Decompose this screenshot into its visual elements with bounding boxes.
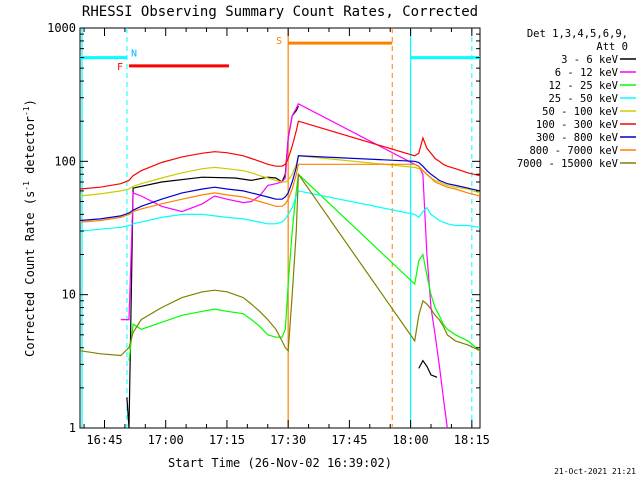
regions-layer: NF S <box>80 28 480 428</box>
series-line-0 <box>126 105 438 429</box>
legend-entry-label: 7000 - 15000 keV <box>517 158 619 170</box>
y-axis-label-mid: detector <box>23 116 37 181</box>
series-line-8 <box>79 172 481 357</box>
footer-timestamp: 21-Oct-2021 21:21 <box>554 467 636 476</box>
legend-entry-label: 6 - 12 keV <box>555 67 619 79</box>
plot-frame <box>79 27 481 429</box>
x-axis-label: Start Time (26-Nov-02 16:39:02) <box>168 456 392 470</box>
series-line-3 <box>79 190 481 232</box>
series-line-4 <box>79 155 481 197</box>
legend-entry-label: 3 - 6 keV <box>561 54 619 66</box>
legend-header-line-1: Det 1,3,4,5,6,9, <box>527 28 628 40</box>
y-axis-label-sup1: -1 <box>22 181 31 191</box>
y-axis-label: Corrected Count Rate (s-1 detector-1) <box>22 99 37 357</box>
series-line-5 <box>79 120 481 190</box>
y-axis-label-end: ) <box>23 99 37 106</box>
y-tick-label: 1 <box>69 421 76 435</box>
legend-header-line-2: Att 0 <box>596 41 628 53</box>
y-tick-label: 100 <box>54 154 76 168</box>
x-tick-label: 17:00 <box>148 433 184 447</box>
x-tick-label: 17:45 <box>331 433 367 447</box>
y-tick-label: 1000 <box>47 21 76 35</box>
y-axis-label-main: Corrected Count Rate (s <box>23 191 37 357</box>
y-axis: 1 10 100 1000 <box>47 21 480 435</box>
series-line-7 <box>79 163 481 223</box>
legend-entry-label: 12 - 25 keV <box>548 80 618 92</box>
x-tick-label: 17:15 <box>209 433 245 447</box>
y-axis-label-sup2: -1 <box>22 106 31 116</box>
region-label-s: S <box>276 36 282 47</box>
x-tick-label: 16:45 <box>86 433 122 447</box>
legend-entry-label: 50 - 100 keV <box>542 106 619 118</box>
legend-entry-label: 300 - 800 keV <box>536 132 619 144</box>
region-label-f: F <box>117 62 123 73</box>
chart-title: RHESSI Observing Summary Count Rates, Co… <box>82 4 478 20</box>
region-label-n: N <box>131 49 137 60</box>
x-axis: 16:45 17:00 17:15 17:30 17:45 18:00 18:15 <box>83 28 490 447</box>
x-tick-label: 17:30 <box>270 433 306 447</box>
legend-entry-label: 800 - 7000 keV <box>529 145 618 157</box>
series-layer <box>79 102 481 429</box>
series-line-2 <box>128 173 481 361</box>
legend-entry-label: 25 - 50 keV <box>548 93 618 105</box>
legend-entry-label: 100 - 300 keV <box>536 119 619 131</box>
x-tick-label: 18:15 <box>454 433 490 447</box>
y-tick-label: 10 <box>62 288 76 302</box>
x-tick-label: 18:00 <box>393 433 429 447</box>
series-line-1 <box>120 102 448 429</box>
series-line-6 <box>79 155 481 222</box>
